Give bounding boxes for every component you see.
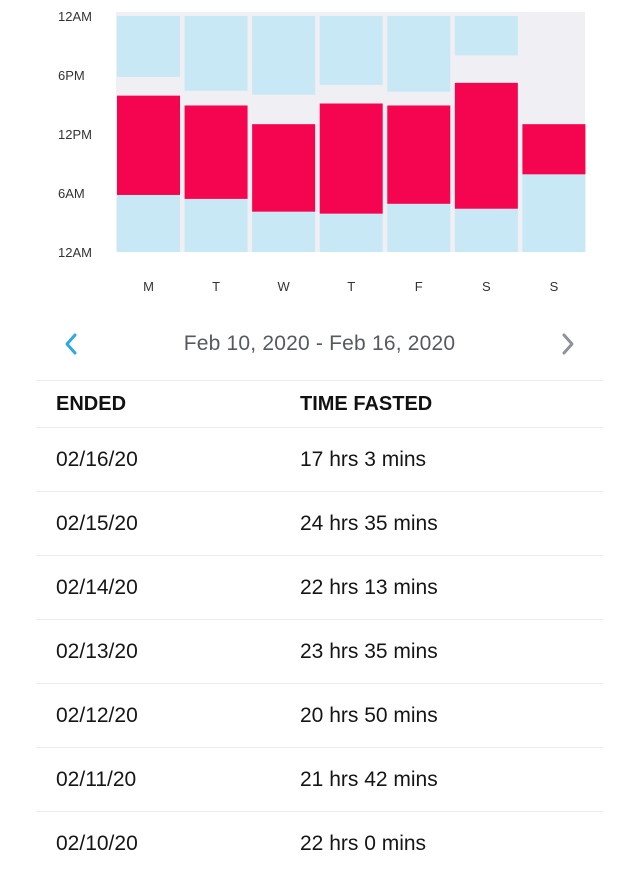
- table-header: ENDED TIME FASTED: [36, 381, 603, 428]
- fasting-bar: [252, 124, 316, 212]
- chevron-right-icon: [562, 333, 574, 355]
- next-week-button[interactable]: [553, 329, 583, 359]
- x-tick-label: M: [143, 279, 154, 294]
- table-row[interactable]: 02/16/20 17 hrs 3 mins: [36, 428, 603, 492]
- fasting-bar: [319, 103, 383, 214]
- time-fasted-cell: 22 hrs 13 mins: [300, 575, 438, 599]
- ended-date-cell: 02/12/20: [56, 703, 138, 727]
- column-header-time-fasted: TIME FASTED: [300, 392, 433, 415]
- ended-date-cell: 02/15/20: [56, 511, 138, 535]
- fasts-table: ENDED TIME FASTED 02/16/20 17 hrs 3 mins…: [36, 380, 603, 875]
- y-tick-label: 6AM: [58, 186, 85, 201]
- post-fast-bar: [252, 16, 316, 95]
- previous-week-button[interactable]: [56, 329, 86, 359]
- time-fasted-cell: 22 hrs 0 mins: [300, 831, 427, 855]
- x-tick-label: W: [277, 279, 290, 294]
- y-tick-label: 6PM: [58, 68, 85, 83]
- ended-date-cell: 02/14/20: [56, 575, 138, 599]
- post-fast-bar: [319, 16, 383, 85]
- fasting-bar: [387, 105, 451, 204]
- date-range-label: Feb 10, 2020 - Feb 16, 2020: [183, 332, 456, 355]
- fasting-bar: [522, 124, 586, 175]
- table-row[interactable]: 02/10/20 22 hrs 0 mins: [36, 812, 603, 875]
- table-row[interactable]: 02/12/20 20 hrs 50 mins: [36, 684, 603, 748]
- post-fast-bar: [117, 16, 180, 77]
- time-fasted-cell: 24 hrs 35 mins: [300, 511, 438, 535]
- post-fast-bar: [454, 16, 518, 56]
- y-tick-label: 12AM: [58, 245, 92, 260]
- fasting-chart-svg: 12AM 6PM 12PM 6AM 12AM M T W T F S S: [58, 9, 586, 294]
- fasting-bar: [184, 105, 248, 199]
- pre-fast-bar: [454, 208, 518, 252]
- date-range-navigator: Feb 10, 2020 - Feb 16, 2020: [36, 311, 603, 377]
- time-fasted-cell: 20 hrs 50 mins: [300, 703, 438, 727]
- fasting-bar: [117, 95, 180, 195]
- time-fasted-cell: 23 hrs 35 mins: [300, 639, 438, 663]
- ended-date-cell: 02/16/20: [56, 447, 138, 471]
- table-row[interactable]: 02/13/20 23 hrs 35 mins: [36, 620, 603, 684]
- chevron-left-icon: [65, 333, 77, 355]
- x-tick-label: S: [482, 279, 491, 294]
- x-tick-label: T: [347, 279, 355, 294]
- pre-fast-bar: [184, 198, 248, 252]
- x-tick-label: S: [550, 279, 559, 294]
- table-row[interactable]: 02/11/20 21 hrs 42 mins: [36, 748, 603, 812]
- ended-date-cell: 02/13/20: [56, 639, 138, 663]
- time-fasted-cell: 17 hrs 3 mins: [300, 447, 427, 471]
- y-tick-label: 12PM: [58, 127, 92, 142]
- table-row[interactable]: 02/14/20 22 hrs 13 mins: [36, 556, 603, 620]
- ended-date-cell: 02/11/20: [56, 767, 137, 791]
- pre-fast-bar: [522, 174, 586, 252]
- fasting-bar: [454, 82, 518, 209]
- fasting-chart: 12AM 6PM 12PM 6AM 12AM M T W T F S S: [0, 0, 640, 300]
- time-fasted-cell: 21 hrs 42 mins: [300, 767, 438, 791]
- pre-fast-bar: [387, 203, 451, 252]
- column-header-ended: ENDED: [56, 392, 127, 415]
- post-fast-bar: [387, 16, 451, 92]
- pre-fast-bar: [117, 194, 180, 252]
- pre-fast-bar: [319, 213, 383, 252]
- ended-date-cell: 02/10/20: [56, 831, 138, 855]
- pre-fast-bar: [252, 211, 316, 252]
- table-row[interactable]: 02/15/20 24 hrs 35 mins: [36, 492, 603, 556]
- post-fast-bar: [184, 16, 248, 91]
- x-tick-label: T: [212, 279, 220, 294]
- y-tick-label: 12AM: [58, 9, 92, 24]
- x-tick-label: F: [415, 279, 423, 294]
